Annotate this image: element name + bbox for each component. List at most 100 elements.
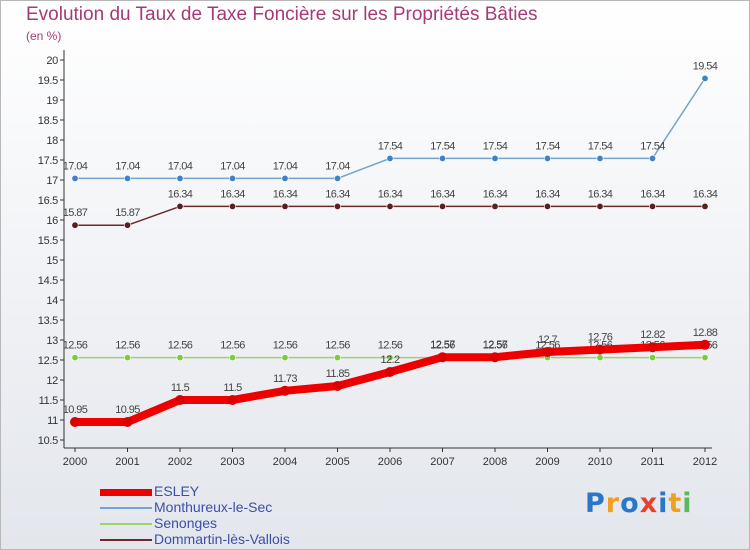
data-label-monthureux-le-sec: 17.54 (430, 140, 455, 152)
x-tick-label: 2000 (63, 456, 87, 468)
data-label-esley: 11.85 (326, 368, 350, 380)
data-label-senonges: 12.56 (325, 340, 350, 352)
unit-label: (en %) (26, 29, 62, 43)
data-label-dommartin-l-s-vallois: 16.34 (168, 188, 193, 200)
logo-letter: i (658, 488, 669, 519)
data-point-monthureux-le-sec (176, 174, 184, 182)
data-point-monthureux-le-sec (281, 174, 289, 182)
data-point-monthureux-le-sec (386, 154, 394, 162)
y-tick-label: 13 (46, 335, 58, 347)
data-label-senonges: 12.56 (115, 340, 140, 352)
data-label-esley: 11.5 (223, 382, 242, 394)
y-tick-label: 13.5 (38, 315, 58, 327)
data-point-esley (227, 395, 238, 405)
data-label-monthureux-le-sec: 17.54 (483, 140, 508, 152)
y-tick-label: 15.5 (38, 235, 58, 247)
data-point-monthureux-le-sec (543, 154, 551, 162)
y-tick-label: 14 (46, 295, 58, 307)
data-label-monthureux-le-sec: 17.54 (535, 140, 560, 152)
data-point-dommartin-l-s-vallois (596, 202, 604, 210)
data-point-monthureux-le-sec (438, 154, 446, 162)
data-point-esley (122, 417, 133, 427)
data-label-monthureux-le-sec: 17.04 (325, 160, 350, 172)
logo-letter: x (639, 488, 659, 519)
data-point-monthureux-le-sec (229, 174, 237, 182)
data-label-senonges: 12.56 (430, 340, 455, 352)
data-label-monthureux-le-sec: 17.54 (640, 140, 665, 152)
data-label-dommartin-l-s-vallois: 15.87 (63, 207, 88, 219)
legend-swatch-dommartin (100, 539, 152, 541)
data-label-senonges: 12.56 (273, 340, 298, 352)
chart-title: Evolution du Taux de Taxe Foncière sur l… (26, 4, 538, 25)
data-label-dommartin-l-s-vallois: 16.34 (483, 188, 508, 200)
y-tick-label: 19.5 (38, 75, 58, 87)
y-tick-label: 18 (46, 135, 58, 147)
legend-label-dommartin: Dommartin-lès-Vallois (154, 531, 290, 547)
logo-letter: o (620, 488, 640, 519)
data-point-dommartin-l-s-vallois (701, 202, 709, 210)
data-point-monthureux-le-sec (648, 154, 656, 162)
data-point-dommartin-l-s-vallois (491, 202, 499, 210)
y-tick-label: 14.5 (38, 275, 58, 287)
data-label-esley: 12.82 (640, 329, 665, 341)
data-label-dommartin-l-s-vallois: 15.87 (115, 207, 140, 219)
data-label-senonges: 12.56 (63, 340, 88, 352)
y-tick-label: 20 (46, 55, 58, 67)
data-label-esley: 12.57 (430, 339, 455, 351)
data-label-monthureux-le-sec: 17.04 (273, 160, 298, 172)
data-label-dommartin-l-s-vallois: 16.34 (273, 188, 298, 200)
y-tick-label: 17 (46, 175, 58, 187)
data-point-dommartin-l-s-vallois (71, 221, 79, 229)
data-label-esley: 10.95 (63, 404, 88, 416)
data-point-dommartin-l-s-vallois (281, 202, 289, 210)
x-tick-label: 2008 (483, 456, 507, 468)
data-label-dommartin-l-s-vallois: 16.34 (378, 188, 403, 200)
legend-label-monthureux: Monthureux-le-Sec (154, 499, 273, 515)
data-point-senonges (386, 354, 394, 362)
legend-label-senonges: Senonges (154, 515, 218, 531)
data-point-esley (700, 339, 710, 350)
x-tick-label: 2009 (535, 456, 559, 468)
data-point-senonges (71, 354, 79, 362)
data-point-esley (595, 344, 605, 355)
y-tick-label: 16 (46, 215, 58, 227)
y-tick-label: 19 (46, 95, 58, 107)
data-point-senonges (229, 354, 237, 362)
data-label-dommartin-l-s-vallois: 16.34 (588, 188, 613, 200)
y-tick-label: 17.5 (38, 155, 58, 167)
data-point-esley (175, 395, 185, 405)
data-label-dommartin-l-s-vallois: 16.34 (220, 188, 245, 200)
data-point-senonges (176, 354, 184, 362)
data-point-esley (647, 342, 658, 353)
data-point-dommartin-l-s-vallois (229, 202, 237, 210)
data-label-monthureux-le-sec: 17.04 (168, 160, 193, 172)
x-tick-label: 2004 (273, 456, 297, 468)
data-point-esley (437, 352, 448, 363)
data-label-senonges: 12.56 (220, 340, 245, 352)
x-tick-label: 2006 (378, 456, 402, 468)
data-point-senonges (701, 354, 709, 362)
data-point-esley (280, 385, 290, 396)
data-point-monthureux-le-sec (701, 74, 709, 82)
y-tick-label: 12 (46, 375, 58, 387)
data-label-senonges: 12.56 (483, 340, 508, 352)
data-point-monthureux-le-sec (71, 174, 79, 182)
data-label-esley: 11.73 (273, 373, 297, 385)
data-point-dommartin-l-s-vallois (438, 202, 446, 210)
data-label-monthureux-le-sec: 17.04 (220, 160, 245, 172)
data-label-dommartin-l-s-vallois: 16.34 (325, 188, 350, 200)
data-label-senonges: 12.56 (168, 340, 193, 352)
y-tick-label: 18.5 (38, 115, 58, 127)
data-point-senonges (124, 354, 132, 362)
data-point-senonges (333, 354, 341, 362)
y-tick-label: 12.5 (38, 355, 58, 367)
data-label-dommartin-l-s-vallois: 16.34 (535, 188, 560, 200)
y-tick-label: 11 (47, 415, 58, 427)
data-point-esley (385, 367, 395, 377)
data-point-monthureux-le-sec (491, 154, 499, 162)
data-label-monthureux-le-sec: 17.04 (115, 160, 140, 172)
data-label-esley: 12.76 (588, 332, 613, 344)
x-tick-label: 2003 (220, 456, 244, 468)
y-tick-label: 16.5 (38, 195, 58, 207)
